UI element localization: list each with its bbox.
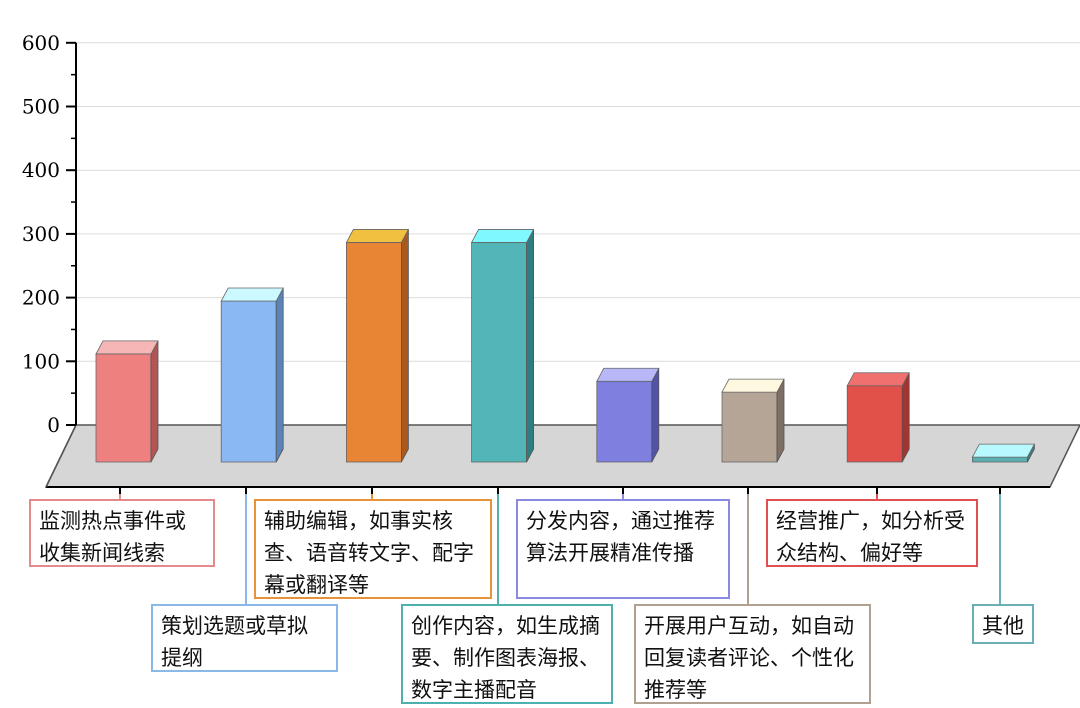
- x-category-label: 其他: [972, 604, 1034, 644]
- bar: [596, 380, 653, 463]
- x-category-label: 辅助编辑，如事实核查、语音转文字、配字幕或翻译等: [254, 499, 492, 599]
- bar: [721, 391, 778, 463]
- bar: [220, 300, 277, 463]
- chart-floor: [44, 424, 1080, 488]
- y-tick-label: 400: [22, 158, 60, 182]
- y-tick-label: 600: [22, 31, 60, 55]
- x-category-label: 经营推广，如分析受众结构、偏好等: [766, 499, 978, 567]
- bar-side: [275, 287, 284, 463]
- x-category-label: 分发内容，通过推荐算法开展精准传播: [516, 499, 730, 599]
- x-category-label: 创作内容，如生成摘要、制作图表海报、数字主播配音: [401, 604, 613, 704]
- y-tick-label: 200: [22, 286, 60, 310]
- bar: [972, 456, 1028, 463]
- bar-side: [901, 372, 910, 463]
- floor-left-edge: [45, 424, 77, 488]
- bar-side: [400, 229, 409, 463]
- y-tick-label: 100: [22, 349, 60, 373]
- bar: [345, 242, 402, 463]
- x-category-label: 监测热点事件或收集新闻线索: [29, 499, 215, 567]
- bar: [95, 353, 152, 463]
- y-tick-label: 300: [22, 222, 60, 246]
- bar-top: [596, 367, 660, 382]
- bar-top: [846, 372, 910, 387]
- x-category-label: 策划选题或草拟提纲: [151, 604, 338, 672]
- bar-top: [95, 340, 159, 355]
- bar: [471, 242, 528, 463]
- y-tick-label: 0: [47, 413, 60, 437]
- bar-top: [345, 229, 410, 243]
- bar-top: [220, 287, 284, 302]
- bar-side: [776, 378, 785, 463]
- x-category-label: 开展用户互动，如自动回复读者评论、个性化推荐等: [634, 604, 871, 704]
- bar: [846, 385, 903, 463]
- bar-top: [470, 229, 535, 243]
- bar-top: [721, 378, 785, 393]
- bar-side: [651, 368, 660, 463]
- y-tick-label: 500: [22, 95, 60, 119]
- bar-side: [526, 229, 534, 463]
- bar-top: [971, 443, 1036, 458]
- bar-side: [150, 340, 159, 463]
